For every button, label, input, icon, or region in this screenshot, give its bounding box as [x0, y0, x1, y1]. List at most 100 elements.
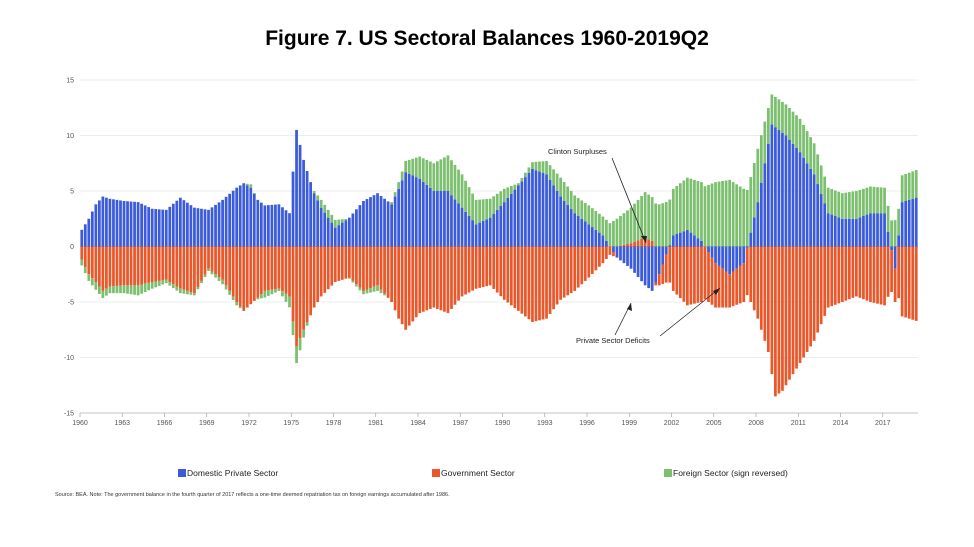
- x-tick-label: 2017: [875, 420, 891, 427]
- bar-foreign: [277, 288, 281, 291]
- bar-foreign: [129, 285, 133, 295]
- bar-domestic-private: [590, 227, 594, 247]
- bar-domestic-private: [686, 229, 689, 247]
- bar-government: [597, 246, 601, 267]
- bar-government: [893, 268, 897, 302]
- bar-domestic-private: [414, 177, 418, 247]
- bar-government: [365, 246, 369, 290]
- bar-foreign: [432, 163, 436, 191]
- bar-domestic-private: [555, 191, 559, 247]
- bar-domestic-private: [900, 202, 904, 247]
- bar-government: [640, 239, 643, 247]
- bar-government: [770, 246, 774, 375]
- bar-government: [129, 246, 133, 286]
- bar-domestic-private: [298, 144, 302, 247]
- bar-domestic-private: [890, 246, 893, 251]
- bar-domestic-private: [802, 157, 805, 247]
- bar-foreign: [372, 286, 376, 292]
- bar-foreign: [823, 176, 827, 204]
- bar-foreign: [249, 184, 253, 188]
- x-tick-label: 1987: [452, 420, 468, 427]
- bar-domestic-private: [605, 240, 608, 247]
- bar-foreign: [833, 190, 837, 216]
- bar-foreign: [298, 338, 302, 351]
- bar-government: [203, 246, 207, 275]
- bar-domestic-private: [256, 199, 260, 247]
- bar-foreign: [555, 173, 559, 191]
- bar-foreign: [474, 199, 478, 225]
- bar-domestic-private: [541, 172, 545, 247]
- bar-foreign: [721, 181, 724, 247]
- bar-government: [249, 246, 253, 305]
- chart-title: Figure 7. US Sectoral Balances 1960-2019…: [265, 27, 709, 50]
- bar-domestic-private: [478, 222, 482, 247]
- bar-government: [446, 246, 450, 314]
- bar-government: [812, 246, 816, 341]
- bar-government: [840, 246, 844, 302]
- bar-government: [186, 246, 189, 291]
- bar-domestic-private: [210, 207, 214, 247]
- bar-government: [629, 243, 633, 247]
- bar-domestic-private: [513, 189, 517, 247]
- bar-government: [333, 246, 337, 283]
- bar-government: [358, 246, 362, 288]
- bar-domestic-private: [791, 143, 795, 247]
- bar-foreign: [245, 183, 249, 186]
- bar-foreign: [404, 161, 408, 173]
- bar-domestic-private: [914, 197, 918, 247]
- bar-foreign: [471, 193, 474, 221]
- bar-government: [798, 246, 802, 364]
- bar-foreign: [728, 179, 731, 247]
- bar-government: [527, 246, 531, 320]
- bar-government: [855, 246, 858, 297]
- bar-domestic-private: [450, 195, 453, 247]
- bar-foreign: [855, 191, 858, 219]
- bar-domestic-private: [365, 199, 369, 247]
- bar-domestic-private: [883, 213, 886, 247]
- bar-domestic-private: [105, 197, 108, 247]
- annotations: Clinton Surpluses Private Sector Deficit…: [548, 147, 721, 345]
- bar-government: [696, 246, 700, 303]
- bar-domestic-private: [136, 202, 140, 247]
- bar-government: [749, 246, 753, 302]
- y-tick-label: 5: [70, 189, 74, 196]
- bar-domestic-private: [774, 127, 777, 247]
- bar-government: [643, 237, 647, 247]
- bar-government: [728, 274, 731, 308]
- bars: [80, 94, 918, 397]
- bar-domestic-private: [457, 203, 460, 247]
- bar-government: [312, 246, 316, 308]
- bar-domestic-private: [509, 193, 513, 247]
- bar-domestic-private: [443, 191, 446, 247]
- bar-domestic-private: [640, 246, 643, 282]
- bar-government: [576, 246, 580, 288]
- bar-government: [513, 246, 517, 309]
- bar-foreign: [355, 284, 358, 287]
- bar-domestic-private: [851, 218, 855, 247]
- bar-domestic-private: [97, 200, 101, 247]
- bar-government: [538, 246, 541, 321]
- y-tick-labels: -15 -10 -5 0 5 10 15: [64, 78, 74, 418]
- bar-domestic-private: [189, 205, 193, 247]
- bar-foreign: [876, 187, 879, 214]
- bar-domestic-private: [545, 174, 548, 247]
- bar-domestic-private: [235, 187, 239, 247]
- bar-foreign: [664, 202, 668, 247]
- bar-government: [443, 246, 446, 312]
- bar-foreign: [464, 180, 467, 212]
- bar-foreign: [914, 170, 918, 198]
- bar-foreign: [657, 204, 661, 247]
- bar-foreign: [619, 215, 622, 246]
- bar-domestic-private: [562, 200, 566, 247]
- bar-government: [587, 246, 591, 278]
- bar-domestic-private: [474, 224, 478, 247]
- bar-government: [833, 246, 837, 305]
- bar-domestic-private: [798, 152, 802, 247]
- bar-domestic-private: [805, 163, 809, 247]
- bar-government: [752, 246, 756, 311]
- annotation-arrowhead-deficits-left: [627, 303, 632, 311]
- bar-government: [171, 246, 175, 285]
- bar-foreign: [425, 159, 429, 185]
- bar-domestic-private: [90, 211, 94, 247]
- bar-domestic-private: [548, 179, 552, 247]
